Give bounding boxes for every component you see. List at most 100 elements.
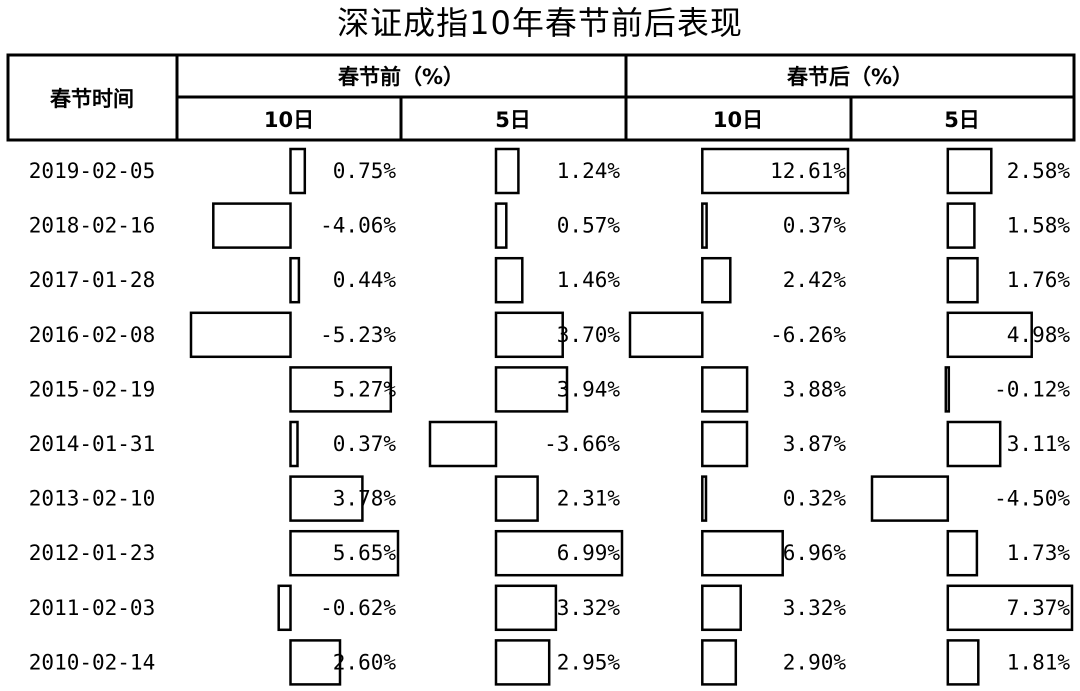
value-label-10d-before: 0.37% — [333, 432, 397, 456]
header-period-before-10d: 10日 — [264, 108, 314, 132]
value-label-5d-before: 3.70% — [557, 323, 621, 347]
value-label-5d-before: -3.66% — [544, 432, 620, 456]
table-body: 2019-02-05 0.75% 1.24% 12.61% 2.58% 2018-02-1… — [29, 147, 1074, 686]
value-label-5d-before: 2.95% — [557, 650, 621, 674]
data-bar-10d-after — [701, 475, 708, 522]
value-label-10d-before: -5.23% — [320, 323, 396, 347]
value-label-10d-after: -6.26% — [770, 323, 846, 347]
data-bar-5d-before — [494, 584, 558, 632]
data-bar-5d-before — [494, 639, 551, 686]
row-date: 2011-02-03 — [29, 596, 155, 620]
row-date: 2013-02-10 — [29, 487, 155, 511]
header-period-before-5d: 5日 — [495, 108, 531, 132]
value-label-10d-before: 2.60% — [333, 650, 397, 674]
data-bar-10d-before — [289, 147, 307, 195]
value-label-10d-after: 6.96% — [783, 541, 847, 565]
value-label-10d-after: 3.88% — [783, 377, 847, 401]
data-bar-10d-before — [289, 256, 301, 304]
value-label-10d-before: 0.75% — [333, 159, 397, 183]
row-date: 2015-02-19 — [29, 377, 155, 401]
row-date: 2017-01-28 — [29, 268, 155, 292]
data-bar-5d-after — [946, 202, 976, 249]
value-label-5d-after: 2.58% — [1007, 159, 1071, 183]
data-bar-10d-before — [289, 639, 342, 686]
value-label-10d-after: 3.32% — [783, 596, 847, 620]
data-bar-5d-before — [494, 475, 539, 522]
data-bar-10d-after — [701, 256, 732, 304]
data-bar-5d-before — [494, 256, 524, 304]
value-label-10d-after: 12.61% — [770, 159, 846, 183]
value-label-5d-before: 2.31% — [557, 487, 621, 511]
data-bar-5d-after — [946, 584, 1074, 632]
chart-title: 深证成指10年春节前后表现 — [337, 4, 743, 42]
header-group-after: 春节后（%） — [787, 65, 913, 89]
data-bar-10d-before — [289, 529, 400, 577]
data-bar-5d-after — [946, 311, 1033, 359]
value-label-5d-before: 3.94% — [557, 377, 621, 401]
header-group-before: 春节前（%） — [338, 65, 464, 89]
value-label-5d-after: -4.50% — [994, 487, 1070, 511]
value-label-5d-after: 1.81% — [1007, 650, 1071, 674]
table-header — [6, 53, 1076, 142]
value-label-5d-after: 7.37% — [1007, 596, 1071, 620]
value-label-5d-before: 1.24% — [557, 159, 621, 183]
row-date: 2010-02-14 — [29, 650, 155, 674]
value-label-5d-after: 1.58% — [1007, 214, 1071, 238]
data-bar-5d-after — [870, 475, 950, 522]
header-period-after-5d: 5日 — [944, 108, 980, 132]
data-bar-5d-before — [494, 311, 564, 359]
value-label-10d-after: 0.32% — [783, 487, 847, 511]
value-label-10d-after: 3.87% — [783, 432, 847, 456]
data-bar-5d-after — [946, 147, 993, 195]
value-label-5d-before: 6.99% — [557, 541, 621, 565]
data-bar-5d-before — [494, 366, 569, 413]
data-bar-5d-before — [494, 147, 520, 195]
data-bar-5d-before — [494, 202, 508, 249]
row-date: 2019-02-05 — [29, 159, 155, 183]
data-bar-5d-after — [944, 366, 951, 413]
value-label-10d-before: 5.65% — [333, 541, 397, 565]
data-bar-10d-before — [212, 202, 292, 249]
value-label-10d-before: 5.27% — [333, 377, 397, 401]
value-label-5d-after: 1.73% — [1007, 541, 1071, 565]
data-bar-10d-before — [289, 420, 299, 468]
row-date: 2012-01-23 — [29, 541, 155, 565]
value-label-5d-after: -0.12% — [994, 377, 1070, 401]
data-bar-10d-after — [701, 584, 742, 632]
value-label-5d-after: 1.76% — [1007, 268, 1071, 292]
data-bar-10d-after — [701, 420, 749, 468]
row-date: 2016-02-08 — [29, 323, 155, 347]
value-label-10d-before: -4.06% — [320, 214, 396, 238]
data-bar-10d-before — [277, 584, 292, 632]
data-bar-5d-before — [494, 529, 624, 577]
data-bar-5d-after — [946, 256, 979, 304]
value-label-10d-after: 2.90% — [783, 650, 847, 674]
value-label-5d-before: 0.57% — [557, 214, 621, 238]
value-label-10d-after: 2.42% — [783, 268, 847, 292]
data-bar-10d-after — [628, 311, 704, 359]
value-label-10d-before: 0.44% — [333, 268, 397, 292]
data-bar-10d-before — [189, 311, 292, 359]
data-bar-5d-after — [946, 639, 980, 686]
data-bar-5d-before — [428, 420, 498, 468]
header-row-label: 春节时间 — [50, 87, 134, 111]
data-bar-10d-after — [701, 366, 749, 413]
header-period-after-10d: 10日 — [713, 108, 763, 132]
data-bar-10d-after — [701, 639, 738, 686]
data-bar-5d-after — [946, 529, 979, 577]
value-label-5d-before: 3.32% — [557, 596, 621, 620]
value-label-5d-before: 1.46% — [557, 268, 621, 292]
data-bar-10d-after — [701, 529, 784, 577]
data-bar-10d-before — [289, 475, 364, 522]
data-bar-10d-after — [701, 202, 708, 249]
value-label-10d-before: 3.78% — [333, 487, 397, 511]
row-date: 2014-01-31 — [29, 432, 155, 456]
data-bar-5d-after — [946, 420, 1002, 468]
value-label-10d-before: -0.62% — [320, 596, 396, 620]
data-bar-10d-before — [289, 366, 393, 413]
value-label-5d-after: 3.11% — [1007, 432, 1071, 456]
value-label-10d-after: 0.37% — [783, 214, 847, 238]
value-label-5d-after: 4.98% — [1007, 323, 1071, 347]
row-date: 2018-02-16 — [29, 214, 155, 238]
